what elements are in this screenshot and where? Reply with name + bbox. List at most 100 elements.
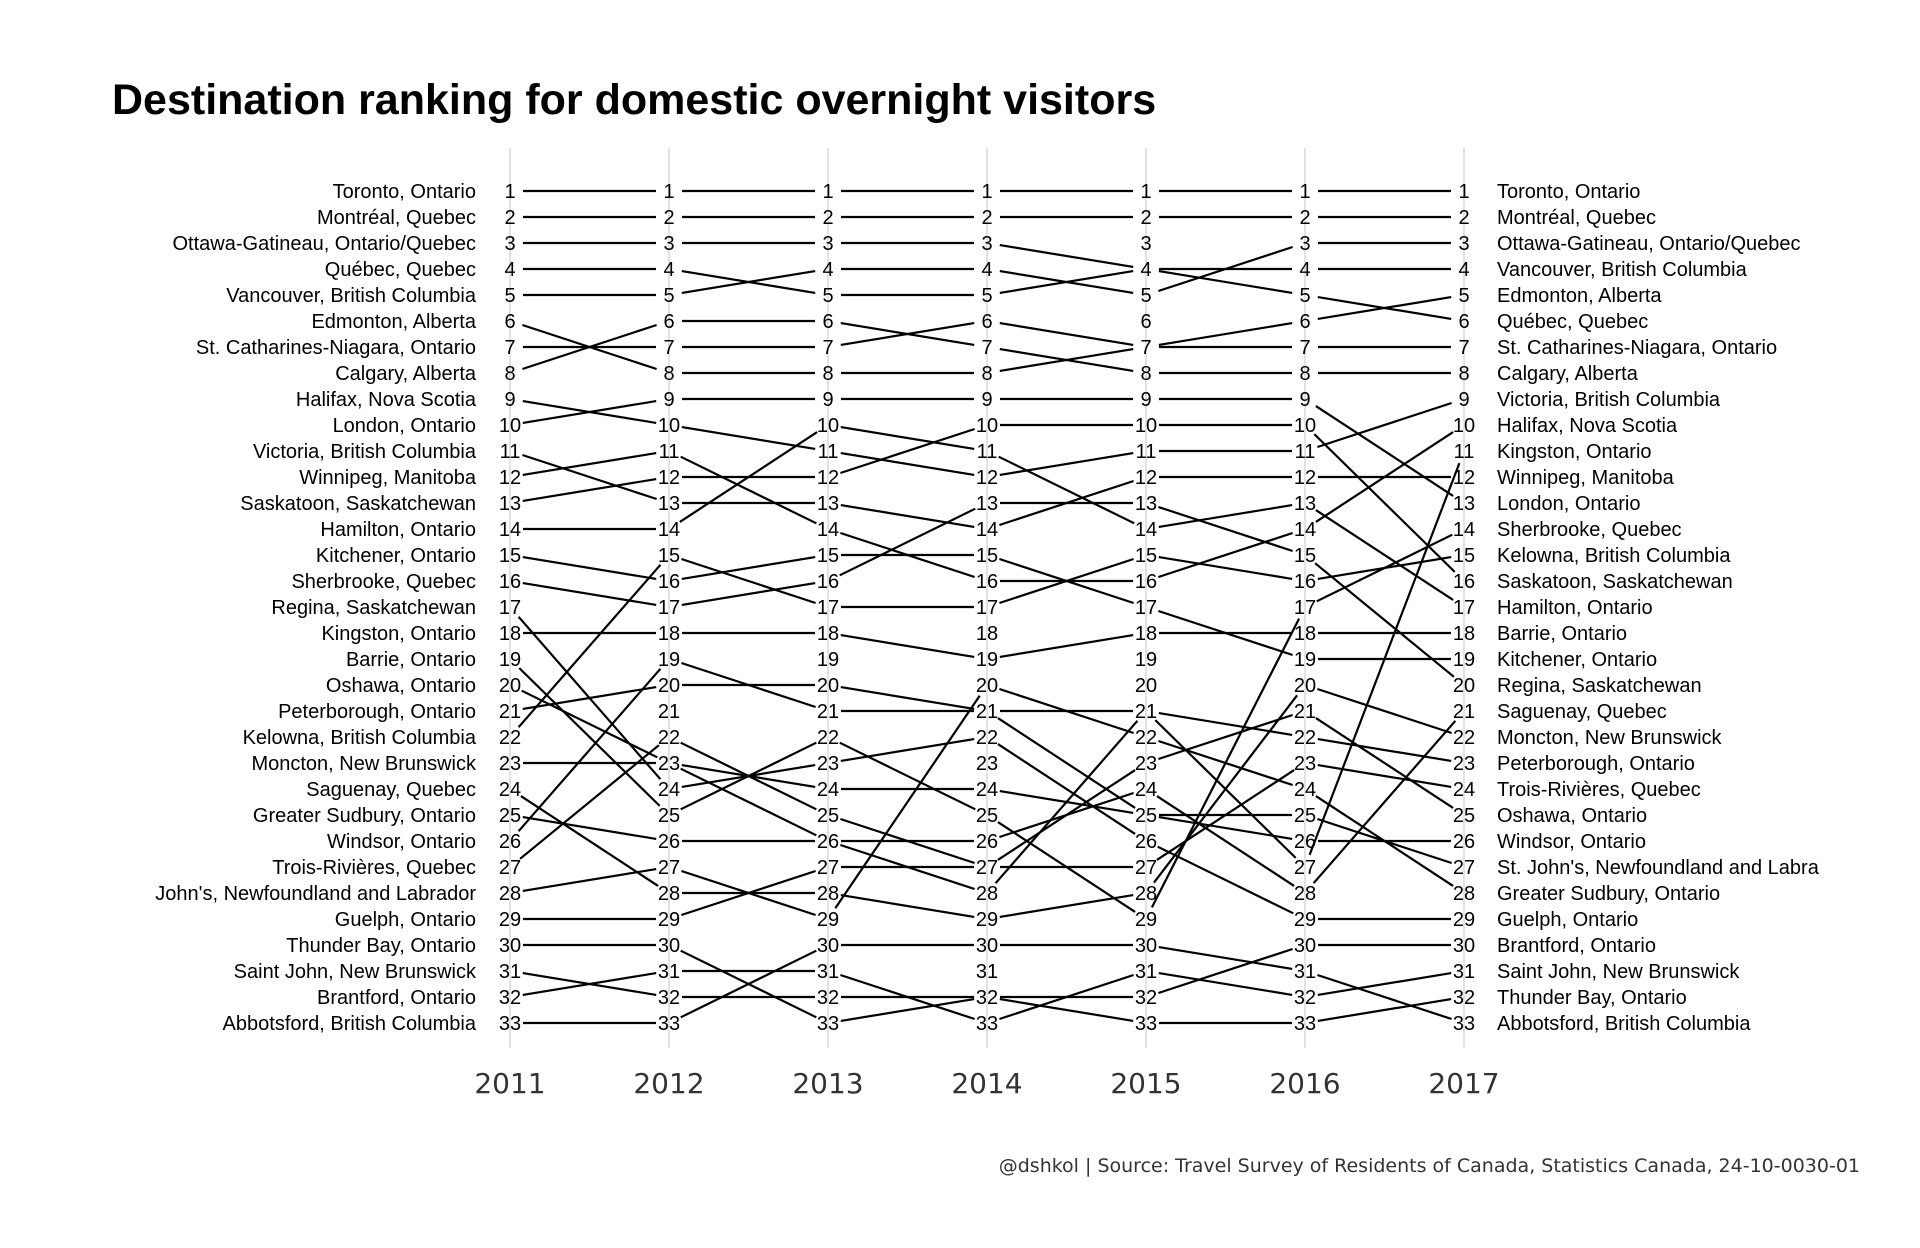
rank-label-2013-2: 2 bbox=[822, 207, 833, 229]
right-city-label: Barrie, Ontario bbox=[1497, 623, 1627, 645]
rank-label-2013-7: 7 bbox=[822, 337, 833, 359]
rank-label-2016-3: 3 bbox=[1299, 233, 1310, 255]
rank-label-2012-14: 14 bbox=[658, 519, 680, 541]
left-city-label: Saguenay, Quebec bbox=[306, 779, 476, 801]
rank-label-2014-11: 11 bbox=[977, 441, 998, 463]
rank-label-2016-5: 5 bbox=[1299, 285, 1310, 307]
rank-label-2017-30: 30 bbox=[1453, 935, 1475, 957]
series-12-segment-2016-2017 bbox=[1315, 431, 1454, 523]
rank-label-2016-14: 14 bbox=[1294, 519, 1316, 541]
rank-label-2011-25: 25 bbox=[499, 805, 521, 827]
series-32-segment-2013-2014 bbox=[840, 973, 975, 1021]
series-33-segment-2015-2016 bbox=[1158, 946, 1293, 970]
left-city-label: Abbotsford, British Columbia bbox=[223, 1013, 477, 1035]
rank-label-2016-31: 31 bbox=[1294, 961, 1316, 983]
left-city-label: Kelowna, British Columbia bbox=[243, 727, 477, 749]
series-28-segment-2013-2014 bbox=[834, 695, 981, 909]
rank-label-2015-16: 16 bbox=[1135, 571, 1157, 593]
left-city-label: Québec, Quebec bbox=[325, 259, 476, 281]
right-city-label: Ottawa-Gatineau, Ontario/Quebec bbox=[1497, 233, 1801, 255]
rank-label-2013-25: 25 bbox=[817, 805, 839, 827]
rank-label-2017-23: 23 bbox=[1453, 753, 1475, 775]
rank-label-2011-12: 12 bbox=[499, 467, 521, 489]
series-20-segment-2012-2013 bbox=[680, 767, 817, 837]
rank-label-2016-25: 25 bbox=[1294, 805, 1316, 827]
right-city-label: St. John's, Newfoundland and Labra bbox=[1497, 857, 1820, 879]
right-city-label: Abbotsford, British Columbia bbox=[1497, 1013, 1751, 1035]
rank-label-2017-10: 10 bbox=[1453, 415, 1475, 437]
rank-label-2011-1: 1 bbox=[504, 181, 515, 203]
series-23-segment-2015-2016 bbox=[1158, 816, 1293, 840]
left-city-label: Hamilton, Ontario bbox=[320, 519, 476, 541]
left-city-label: Calgary, Alberta bbox=[335, 363, 477, 385]
rank-label-2014-6: 6 bbox=[981, 311, 992, 333]
series-10-segment-2011-2012 bbox=[522, 400, 657, 424]
rank-label-2016-29: 29 bbox=[1294, 909, 1316, 931]
rank-label-2011-11: 11 bbox=[500, 441, 521, 463]
series-31-segment-2014-2015 bbox=[999, 998, 1134, 1022]
left-city-label: Greater Sudbury, Ontario bbox=[253, 805, 476, 827]
rank-label-2012-32: 32 bbox=[658, 987, 680, 1009]
rank-label-2015-13: 13 bbox=[1135, 493, 1157, 515]
rank-label-2016-20: 20 bbox=[1294, 675, 1316, 697]
rank-label-2017-18: 18 bbox=[1453, 623, 1475, 645]
series-9-segment-2013-2014 bbox=[840, 452, 975, 476]
series-9-segment-2014-2015 bbox=[999, 452, 1134, 476]
series-29-segment-2012-2013 bbox=[681, 869, 816, 917]
right-city-label: Moncton, New Brunswick bbox=[1497, 727, 1723, 749]
rank-label-2013-18: 18 bbox=[817, 623, 839, 645]
series-3-segment-2015-2016 bbox=[1158, 270, 1293, 294]
left-city-label: Windsor, Ontario bbox=[327, 831, 476, 853]
rank-label-2016-19: 19 bbox=[1294, 649, 1316, 671]
left-city-label: Moncton, New Brunswick bbox=[251, 753, 477, 775]
rank-label-2015-21: 21 bbox=[1135, 701, 1157, 723]
series-15-segment-2011-2012 bbox=[522, 556, 657, 580]
left-city-label: Barrie, Ontario bbox=[346, 649, 476, 671]
rank-label-2012-12: 12 bbox=[658, 467, 680, 489]
rank-label-2015-22: 22 bbox=[1135, 727, 1157, 749]
rank-label-2017-32: 32 bbox=[1453, 987, 1475, 1009]
rank-label-2017-6: 6 bbox=[1458, 311, 1469, 333]
series-13-segment-2016-2017 bbox=[1313, 433, 1456, 573]
rank-labels: 1234567891011121314151617181920212223242… bbox=[499, 181, 1475, 1035]
rank-label-2012-8: 8 bbox=[663, 363, 674, 385]
rank-label-2013-10: 10 bbox=[817, 415, 839, 437]
rank-label-2012-13: 13 bbox=[658, 493, 680, 515]
series-26-segment-2014-2015 bbox=[997, 717, 1136, 809]
rank-label-2016-12: 12 bbox=[1294, 467, 1316, 489]
right-city-label: Kingston, Ontario bbox=[1497, 441, 1652, 463]
series-16-segment-2011-2012 bbox=[522, 582, 657, 606]
rank-label-2012-5: 5 bbox=[663, 285, 674, 307]
rank-label-2013-15: 15 bbox=[817, 545, 839, 567]
rank-label-2012-28: 28 bbox=[658, 883, 680, 905]
rank-label-2017-28: 28 bbox=[1453, 883, 1475, 905]
rank-label-2013-17: 17 bbox=[817, 597, 839, 619]
x-tick-label-2012: 2012 bbox=[633, 1067, 704, 1100]
rank-label-2011-14: 14 bbox=[499, 519, 521, 541]
rank-label-2012-1: 1 bbox=[663, 181, 674, 203]
right-city-label: Oshawa, Ontario bbox=[1497, 805, 1647, 827]
rank-label-2016-21: 21 bbox=[1294, 701, 1316, 723]
rank-label-2013-13: 13 bbox=[817, 493, 839, 515]
series-29-segment-2014-2015 bbox=[997, 769, 1136, 861]
rank-label-2016-24: 24 bbox=[1294, 779, 1316, 801]
rank-label-2014-17: 17 bbox=[976, 597, 998, 619]
rank-label-2011-31: 31 bbox=[499, 961, 521, 983]
rank-label-2011-10: 10 bbox=[499, 415, 521, 437]
rank-label-2015-17: 17 bbox=[1135, 597, 1157, 619]
left-city-label: Guelph, Ontario bbox=[335, 909, 476, 931]
rank-label-2013-20: 20 bbox=[817, 675, 839, 697]
series-32-segment-2016-2017 bbox=[1317, 972, 1452, 996]
rank-label-2014-12: 12 bbox=[976, 467, 998, 489]
rank-label-2015-25: 25 bbox=[1135, 805, 1157, 827]
rank-label-2011-30: 30 bbox=[499, 935, 521, 957]
rank-label-2017-3: 3 bbox=[1458, 233, 1469, 255]
x-tick-label-2017: 2017 bbox=[1428, 1067, 1499, 1100]
rank-label-2016-18: 18 bbox=[1294, 623, 1316, 645]
rank-label-2013-30: 30 bbox=[817, 935, 839, 957]
rank-label-2015-8: 8 bbox=[1140, 363, 1151, 385]
rank-label-2015-15: 15 bbox=[1135, 545, 1157, 567]
rank-label-2016-7: 7 bbox=[1299, 337, 1310, 359]
series-16-segment-2016-2017 bbox=[1314, 562, 1455, 678]
rank-label-2016-4: 4 bbox=[1299, 259, 1310, 281]
